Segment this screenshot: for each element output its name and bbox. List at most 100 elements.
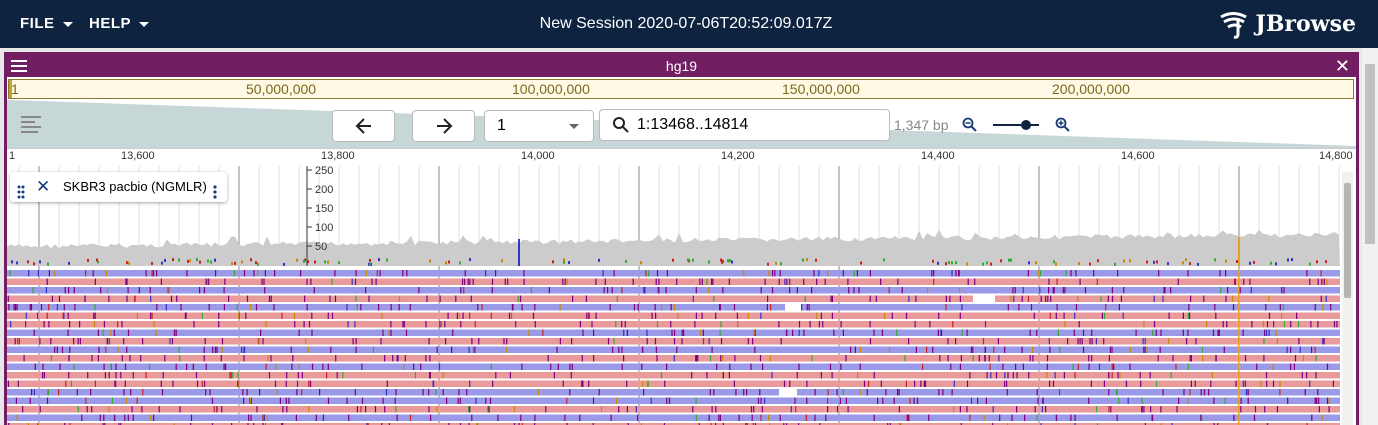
read-mismatch	[646, 329, 648, 336]
read-mismatch	[396, 414, 398, 421]
read-mismatch	[1075, 270, 1077, 277]
file-menu[interactable]: FILE	[20, 0, 73, 48]
track-selector-icon[interactable]	[21, 116, 41, 133]
read-mismatch	[1189, 312, 1191, 319]
read-mismatch	[627, 423, 629, 425]
view-menu-icon[interactable]	[11, 60, 27, 72]
read-mismatch	[201, 312, 203, 319]
read-mismatch	[1055, 414, 1057, 421]
read-mismatch	[655, 278, 657, 285]
coverage-snp	[780, 262, 782, 266]
read-mismatch	[517, 295, 519, 302]
read-mismatch	[537, 389, 539, 396]
read-mismatch	[1063, 372, 1065, 379]
read-mismatch	[825, 414, 827, 421]
read-mismatch	[1195, 338, 1197, 345]
read-mismatch	[124, 414, 126, 421]
track-scrollbar-thumb[interactable]	[1344, 183, 1351, 298]
read-mismatch	[282, 423, 284, 425]
location-search-input[interactable]: 1:13468..14814	[599, 109, 890, 141]
read-mismatch	[792, 329, 794, 336]
coverage-snp	[126, 261, 128, 265]
read-mismatch	[442, 389, 444, 396]
zoom-slider-thumb[interactable]	[1021, 120, 1032, 130]
pan-left-button[interactable]	[332, 110, 395, 142]
read-mismatch	[1016, 406, 1018, 413]
read-mismatch	[1084, 287, 1087, 294]
read-mismatch	[274, 270, 276, 277]
alignments-track[interactable]: 250 200 150 100 50	[7, 166, 1340, 425]
coverage-snp	[568, 261, 570, 265]
read-mismatch	[1022, 363, 1024, 370]
read-mismatch	[716, 363, 718, 370]
coverage-snp	[948, 260, 950, 264]
drag-handle-icon[interactable]	[17, 180, 25, 199]
read-mismatch	[646, 380, 648, 387]
read-mismatch	[1266, 380, 1268, 387]
overview-scalebar[interactable]: 1 50,000,000 100,000,000 150,000,000 200…	[8, 79, 1354, 99]
read-mismatch	[1160, 406, 1162, 413]
read-mismatch	[136, 397, 138, 404]
read-mismatch	[69, 346, 71, 353]
read-mismatch	[847, 278, 849, 285]
read-row	[7, 380, 1340, 387]
track-menu-icon[interactable]	[213, 180, 217, 199]
refname-select[interactable]: 1	[484, 110, 594, 142]
coverage-snp	[369, 262, 371, 266]
read-mismatch	[734, 355, 736, 362]
read-mismatch	[1111, 287, 1113, 294]
read-mismatch	[831, 372, 833, 379]
read-mismatch	[1250, 287, 1252, 294]
zoom-out-icon[interactable]	[962, 117, 978, 133]
read-mismatch	[1036, 329, 1038, 336]
read-mismatch	[469, 312, 471, 319]
overview-tick: 200,000,000	[1052, 81, 1130, 97]
read-mismatch	[91, 406, 93, 413]
page-scrollbar[interactable]	[1362, 48, 1378, 425]
read-row	[7, 389, 1340, 396]
read-mismatch	[1304, 389, 1306, 396]
close-track-icon[interactable]: ✕	[36, 177, 51, 196]
read-mismatch	[969, 372, 971, 379]
read-mismatch	[167, 287, 169, 294]
read-mismatch	[1260, 380, 1262, 387]
read-mismatch	[468, 423, 470, 425]
track-scrollbar[interactable]	[1342, 172, 1353, 425]
read-mismatch	[1033, 312, 1035, 319]
read-mismatch	[771, 372, 773, 379]
pan-right-button[interactable]	[412, 110, 475, 142]
track-label[interactable]: ✕ SKBR3 pacbio (NGMLR)	[10, 172, 227, 202]
zoom-slider[interactable]	[993, 120, 1039, 130]
read-mismatch	[429, 372, 431, 379]
coverage-snp	[11, 260, 13, 264]
read-mismatch	[1187, 270, 1189, 277]
read-mismatch	[308, 406, 310, 413]
zoom-in-icon[interactable]	[1055, 117, 1071, 133]
read-mismatch	[1053, 287, 1055, 294]
read-mismatch	[856, 270, 858, 277]
read-mismatch	[264, 287, 266, 294]
read-mismatch	[789, 287, 791, 294]
read-mismatch	[842, 389, 844, 396]
read-mismatch	[1055, 312, 1057, 319]
read-mismatch	[1072, 363, 1074, 370]
read-mismatch	[440, 321, 443, 328]
read-mismatch	[562, 278, 564, 285]
read-mismatch	[654, 338, 657, 345]
read-mismatch	[706, 372, 708, 379]
read-mismatch	[298, 329, 300, 336]
coverage-snp	[1008, 258, 1010, 262]
read-mismatch	[814, 414, 816, 421]
page-scrollbar-thumb[interactable]	[1365, 64, 1375, 244]
read-mismatch	[446, 397, 448, 404]
read-mismatch	[637, 304, 639, 311]
read-mismatch	[32, 287, 34, 294]
close-view-icon[interactable]: ✕	[1334, 56, 1350, 76]
help-menu[interactable]: HELP	[89, 0, 150, 48]
read-mismatch	[1141, 406, 1143, 413]
bp-count: 1,347 bp	[894, 117, 949, 133]
read-mismatch	[1200, 414, 1202, 421]
read-mismatch	[961, 304, 963, 311]
session-title[interactable]: New Session 2020-07-06T20:52:09.017Z	[539, 15, 833, 32]
read-mismatch	[111, 397, 113, 404]
